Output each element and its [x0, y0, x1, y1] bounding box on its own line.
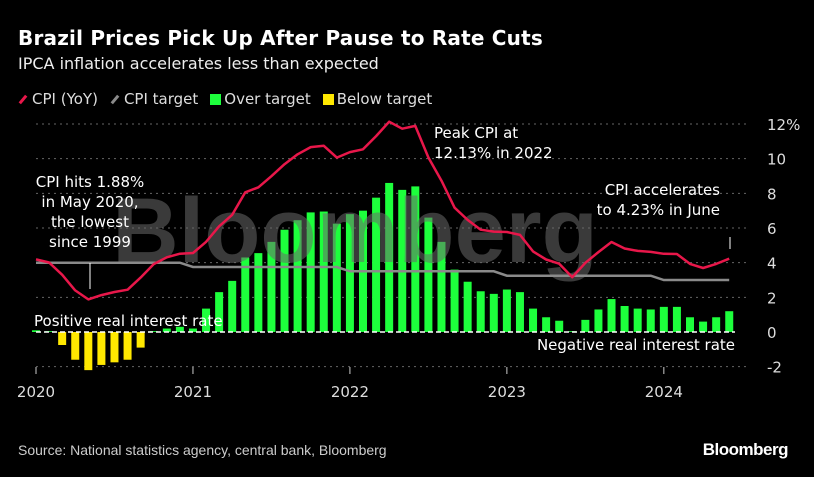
yellow-box-swatch-icon — [322, 93, 334, 105]
bar-over-target — [686, 317, 694, 332]
bar-over-target — [542, 317, 551, 332]
bar-over-target — [725, 311, 734, 332]
bar-over-target — [555, 320, 564, 332]
bar-over-target — [450, 269, 459, 332]
cpi-yoy-line — [35, 120, 730, 301]
y-tick-label: 4 — [767, 255, 777, 273]
bar-over-target — [372, 197, 381, 332]
y-tick-label: 10 — [767, 151, 786, 169]
bar-over-target — [620, 306, 629, 332]
bar-over-target — [319, 211, 328, 332]
bar-over-target — [476, 291, 485, 332]
annotation-peak-line: 12.13% in 2022 — [434, 144, 553, 162]
bar-below-target — [97, 332, 106, 365]
annotation-low-line: since 1999 — [49, 233, 131, 251]
bar-over-target — [345, 214, 354, 332]
bar-over-target — [202, 308, 211, 332]
bar-below-target — [136, 332, 145, 348]
bar-over-target — [489, 293, 498, 332]
bar-over-target — [280, 229, 289, 332]
bar-over-target — [215, 292, 224, 332]
bar-below-target — [71, 332, 80, 360]
cpi-target-line — [36, 261, 730, 282]
annotation-positive-rate: Positive real interest rate — [34, 312, 223, 330]
bar-over-target — [646, 309, 655, 332]
bar-over-target — [162, 328, 171, 332]
bar-over-target — [149, 331, 158, 332]
bar-over-target — [267, 241, 276, 332]
bar-over-target — [672, 306, 681, 332]
x-tick-label: 2020 — [17, 383, 55, 401]
bar-over-target — [398, 189, 407, 332]
bar-over-target — [175, 326, 184, 332]
legend-label: Over target — [224, 90, 311, 108]
bar-over-target — [254, 253, 263, 332]
legend: CPI (YoY) CPI target Over target Below t… — [18, 90, 438, 108]
bar-over-target — [411, 186, 420, 332]
annotation-low-line: CPI hits 1.88% — [36, 173, 145, 191]
source-note: Source: National statistics agency, cent… — [18, 442, 387, 458]
legend-item-cpi: CPI (YoY) — [18, 90, 98, 108]
legend-label: Below target — [336, 90, 433, 108]
annotation-june-line: CPI accelerates — [605, 181, 720, 199]
annotation-negative-rate: Negative real interest rate — [537, 336, 735, 354]
bar-over-target — [385, 182, 394, 332]
bar-over-target — [581, 319, 590, 332]
bloomberg-logo: Bloomberg — [702, 440, 789, 459]
y-tick-label: 6 — [767, 220, 777, 238]
bar-over-target — [424, 217, 433, 332]
x-tick-label: 2023 — [488, 383, 526, 401]
bar-over-target — [463, 281, 472, 332]
bar-over-target — [241, 257, 250, 332]
bar-below-target — [123, 332, 132, 360]
annotation-peak-line: Peak CPI at — [434, 124, 518, 142]
bar-below-target — [110, 332, 119, 363]
bar-below-target — [58, 332, 67, 345]
bar-over-target — [332, 223, 341, 332]
y-tick-label: 12% — [767, 116, 800, 134]
bar-over-target — [293, 220, 302, 332]
annotation-low-line: in May 2020, — [41, 193, 138, 211]
chart-title: Brazil Prices Pick Up After Pause to Rat… — [18, 26, 543, 50]
y-tick-label: -2 — [767, 359, 782, 377]
y-tick-label: 8 — [767, 185, 777, 203]
bar-over-target — [228, 280, 237, 332]
bar-over-target — [659, 306, 668, 332]
bar-below-target — [84, 332, 93, 371]
bar-over-target — [502, 289, 511, 332]
chart-subtitle: IPCA inflation accelerates less than exp… — [18, 54, 379, 73]
x-tick-label: 2024 — [645, 383, 683, 401]
legend-item-target: CPI target — [110, 90, 198, 108]
legend-label: CPI (YoY) — [32, 90, 98, 108]
bar-over-target — [32, 330, 40, 332]
green-box-swatch-icon — [210, 93, 222, 105]
bar-over-target — [529, 308, 538, 332]
y-tick-label: 0 — [767, 324, 777, 342]
legend-item-below: Below target — [322, 90, 433, 108]
annotation-low-line: the lowest — [51, 213, 129, 231]
legend-item-over: Over target — [210, 90, 311, 108]
bar-over-target — [594, 309, 603, 332]
bar-over-target — [607, 299, 616, 332]
x-tick-label: 2022 — [331, 383, 369, 401]
bar-over-target — [437, 241, 446, 332]
bar-over-target — [633, 308, 642, 332]
bar-over-target — [712, 317, 721, 332]
bar-over-target — [306, 212, 315, 332]
bloomberg-watermark: Bloomberg — [112, 180, 598, 282]
bar-over-target — [515, 292, 524, 332]
bar-over-target — [699, 321, 708, 332]
legend-label: CPI target — [123, 90, 199, 108]
bar-over-target — [45, 331, 54, 332]
x-tick-label: 2021 — [174, 383, 212, 401]
annotation-june-line: to 4.23% in June — [597, 201, 720, 219]
y-tick-label: 2 — [767, 289, 777, 307]
bar-over-target — [188, 328, 197, 332]
